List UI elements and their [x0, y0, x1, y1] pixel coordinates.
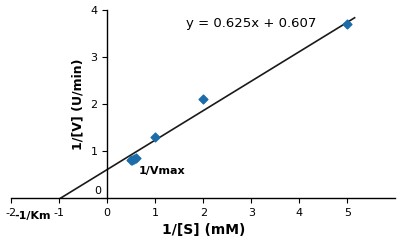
Text: 0: 0 — [94, 186, 101, 196]
Text: y = 0.625x + 0.607: y = 0.625x + 0.607 — [186, 17, 316, 30]
Point — [152, 135, 158, 139]
Point — [129, 158, 136, 162]
Text: 1/Vmax: 1/Vmax — [138, 166, 185, 176]
Point — [200, 97, 207, 101]
Point — [344, 22, 350, 26]
Point — [128, 157, 134, 161]
X-axis label: 1/[S] (mM): 1/[S] (mM) — [162, 224, 245, 237]
Y-axis label: 1/[V] (U/min): 1/[V] (U/min) — [72, 58, 85, 150]
Point — [133, 156, 139, 160]
Text: -1/Km: -1/Km — [14, 211, 51, 221]
Point — [130, 157, 137, 161]
